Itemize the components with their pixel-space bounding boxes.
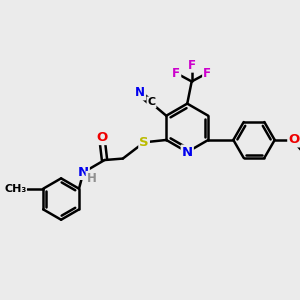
Text: H: H [87, 172, 97, 185]
Text: O: O [97, 131, 108, 144]
Text: N: N [135, 86, 145, 100]
Text: F: F [203, 67, 211, 80]
Text: O: O [288, 134, 299, 146]
Text: F: F [172, 67, 180, 80]
Text: F: F [188, 59, 196, 72]
Text: CH₃: CH₃ [4, 184, 26, 194]
Text: S: S [139, 136, 149, 149]
Text: N: N [78, 166, 89, 179]
Text: N: N [182, 146, 193, 159]
Text: C: C [147, 98, 156, 107]
